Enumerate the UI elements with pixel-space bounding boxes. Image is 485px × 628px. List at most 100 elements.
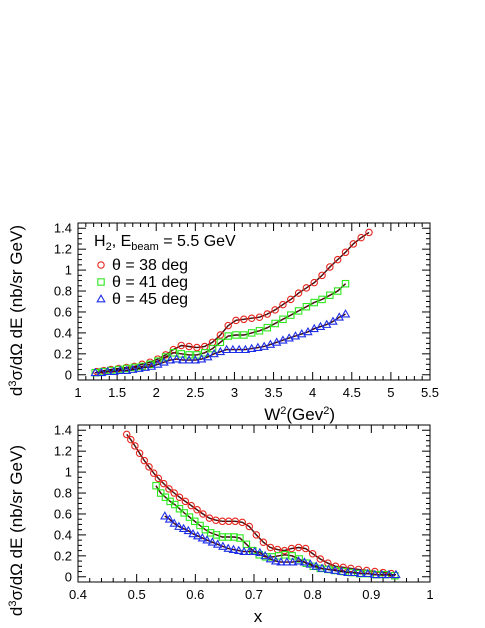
bottom-data-point xyxy=(316,555,325,563)
bottom-data-point xyxy=(363,568,373,578)
top-x-tick-label: 5.5 xyxy=(421,385,439,400)
bottom-data-point xyxy=(238,518,247,527)
top-data-point xyxy=(128,364,138,373)
bottom-data-point xyxy=(169,518,179,527)
bottom-data-point xyxy=(331,562,340,571)
bottom-data-point xyxy=(205,514,214,522)
bottom-y-tick-label: 0.8 xyxy=(54,486,72,501)
bottom-fit-curve-1 xyxy=(155,485,395,577)
top-data-point xyxy=(102,366,113,376)
bottom-y-tick-label: 0.4 xyxy=(54,527,72,542)
bottom-data-point xyxy=(311,561,321,570)
top-data-point xyxy=(177,341,186,350)
top-data-point xyxy=(90,367,100,377)
beam-annotation: H2, Ebeam = 5.5 GeV xyxy=(94,233,236,253)
top-x-tick-label: 2 xyxy=(153,385,160,400)
top-x-tick-label: 2.5 xyxy=(186,385,204,400)
top-data-point xyxy=(278,335,288,344)
top-data-point xyxy=(121,365,132,374)
bottom-data-point xyxy=(131,442,139,450)
top-fit-curve-overlay-0 xyxy=(96,232,370,372)
top-x-axis-title: W2(Gev2) xyxy=(264,405,335,424)
top-data-point xyxy=(109,366,119,376)
top-data-point xyxy=(357,233,365,242)
top-data-point xyxy=(315,321,326,331)
top-data-point xyxy=(216,338,225,347)
top-y-tick-label: 1.2 xyxy=(54,242,72,257)
top-data-point xyxy=(240,315,248,324)
top-data-point xyxy=(146,361,157,370)
top-data-point xyxy=(326,263,334,271)
bottom-data-point xyxy=(377,569,387,579)
bottom-data-point xyxy=(356,568,366,578)
top-data-point xyxy=(122,364,131,373)
legend-marker xyxy=(97,261,105,269)
top-data-point xyxy=(203,352,213,361)
top-panel-w2: 1 1.5 2 2.5 3 3.5 4 4.5 5 5.5 0 0.2 0.4 0.6 0.8 1 1.2 1.4… xyxy=(7,221,439,424)
bottom-data-point xyxy=(207,537,218,546)
top-data-point xyxy=(310,278,318,287)
top-data-point xyxy=(333,255,342,264)
bottom-data-point xyxy=(192,531,203,540)
bottom-y-tick-label: 1.4 xyxy=(54,423,72,438)
bottom-data-point xyxy=(160,511,170,520)
top-data-point xyxy=(255,313,264,321)
top-data-point xyxy=(159,357,169,366)
top-data-point xyxy=(140,362,151,371)
bottom-data-point xyxy=(175,504,184,513)
legend-marker xyxy=(97,278,105,286)
top-data-point xyxy=(196,354,207,363)
top-data-point xyxy=(184,355,194,364)
top-fit-curve-overlay-1 xyxy=(95,283,346,373)
top-data-point xyxy=(190,355,201,364)
top-data-point xyxy=(96,367,107,377)
top-tick-marks: 1 1.5 2 2.5 3 3.5 4 4.5 5 5.5 0 0.2 0.4 0.6 0.8 1 1.2 1.4 xyxy=(54,221,439,400)
bottom-data-point xyxy=(233,545,244,555)
bottom-data-point xyxy=(181,497,190,506)
bottom-data-point xyxy=(164,514,175,523)
bottom-panel-x: 0.4 0.5 0.6 0.7 0.8 0.9 100.20.40.60.811.21.4 … xyxy=(7,423,434,626)
top-data-point xyxy=(365,228,373,237)
top-data-point xyxy=(185,342,193,351)
bottom-data-point xyxy=(281,551,289,559)
bottom-tick-marks: 0.4 0.5 0.6 0.7 0.8 0.9 1 0 0.2 0.4 0.6 0.8 1 1.2 1.4 xyxy=(54,423,434,602)
bottom-y-tick-label: 1.2 xyxy=(54,444,72,459)
top-y-tick-label: 1.4 xyxy=(54,221,72,236)
top-data-point xyxy=(341,248,350,257)
top-x-tick-label: 4 xyxy=(309,385,316,400)
bottom-data-point xyxy=(301,544,310,553)
bottom-x-tick-label: 0.7 xyxy=(245,587,263,602)
bottom-x-tick-label: 0.5 xyxy=(128,587,146,602)
top-x-tick-label: 3 xyxy=(231,385,238,400)
top-data-point xyxy=(271,337,282,346)
bottom-data-point xyxy=(308,549,317,558)
top-data-point xyxy=(287,311,295,319)
top-data-point xyxy=(349,240,358,248)
bottom-data-point xyxy=(259,538,268,546)
top-data-point xyxy=(294,289,303,297)
top-data-point xyxy=(169,349,178,357)
bottom-data-point xyxy=(349,567,360,576)
bottom-data-point xyxy=(391,569,401,579)
top-data-point xyxy=(302,302,311,311)
top-x-tick-label: 3.5 xyxy=(265,385,283,400)
bottom-data-point xyxy=(287,557,298,566)
bottom-data-point xyxy=(175,493,184,501)
bottom-data-point xyxy=(178,523,189,533)
bottom-y-tick-label: 1 xyxy=(65,465,72,480)
bottom-data-point xyxy=(330,565,340,574)
bottom-data-point xyxy=(196,521,204,530)
top-y-tick-label: 0.4 xyxy=(54,325,72,340)
bottom-data-point xyxy=(159,479,168,488)
top-data-point xyxy=(255,327,264,335)
top-data-point xyxy=(279,300,287,309)
top-data-point xyxy=(284,333,294,342)
bottom-y-tick-label: 0.6 xyxy=(54,506,72,521)
bottom-data-point xyxy=(149,469,158,477)
bottom-data-point xyxy=(370,569,380,579)
top-data-point xyxy=(177,350,186,358)
top-data-point xyxy=(228,344,238,354)
top-data-point xyxy=(193,343,201,352)
bottom-data-point xyxy=(242,540,251,549)
